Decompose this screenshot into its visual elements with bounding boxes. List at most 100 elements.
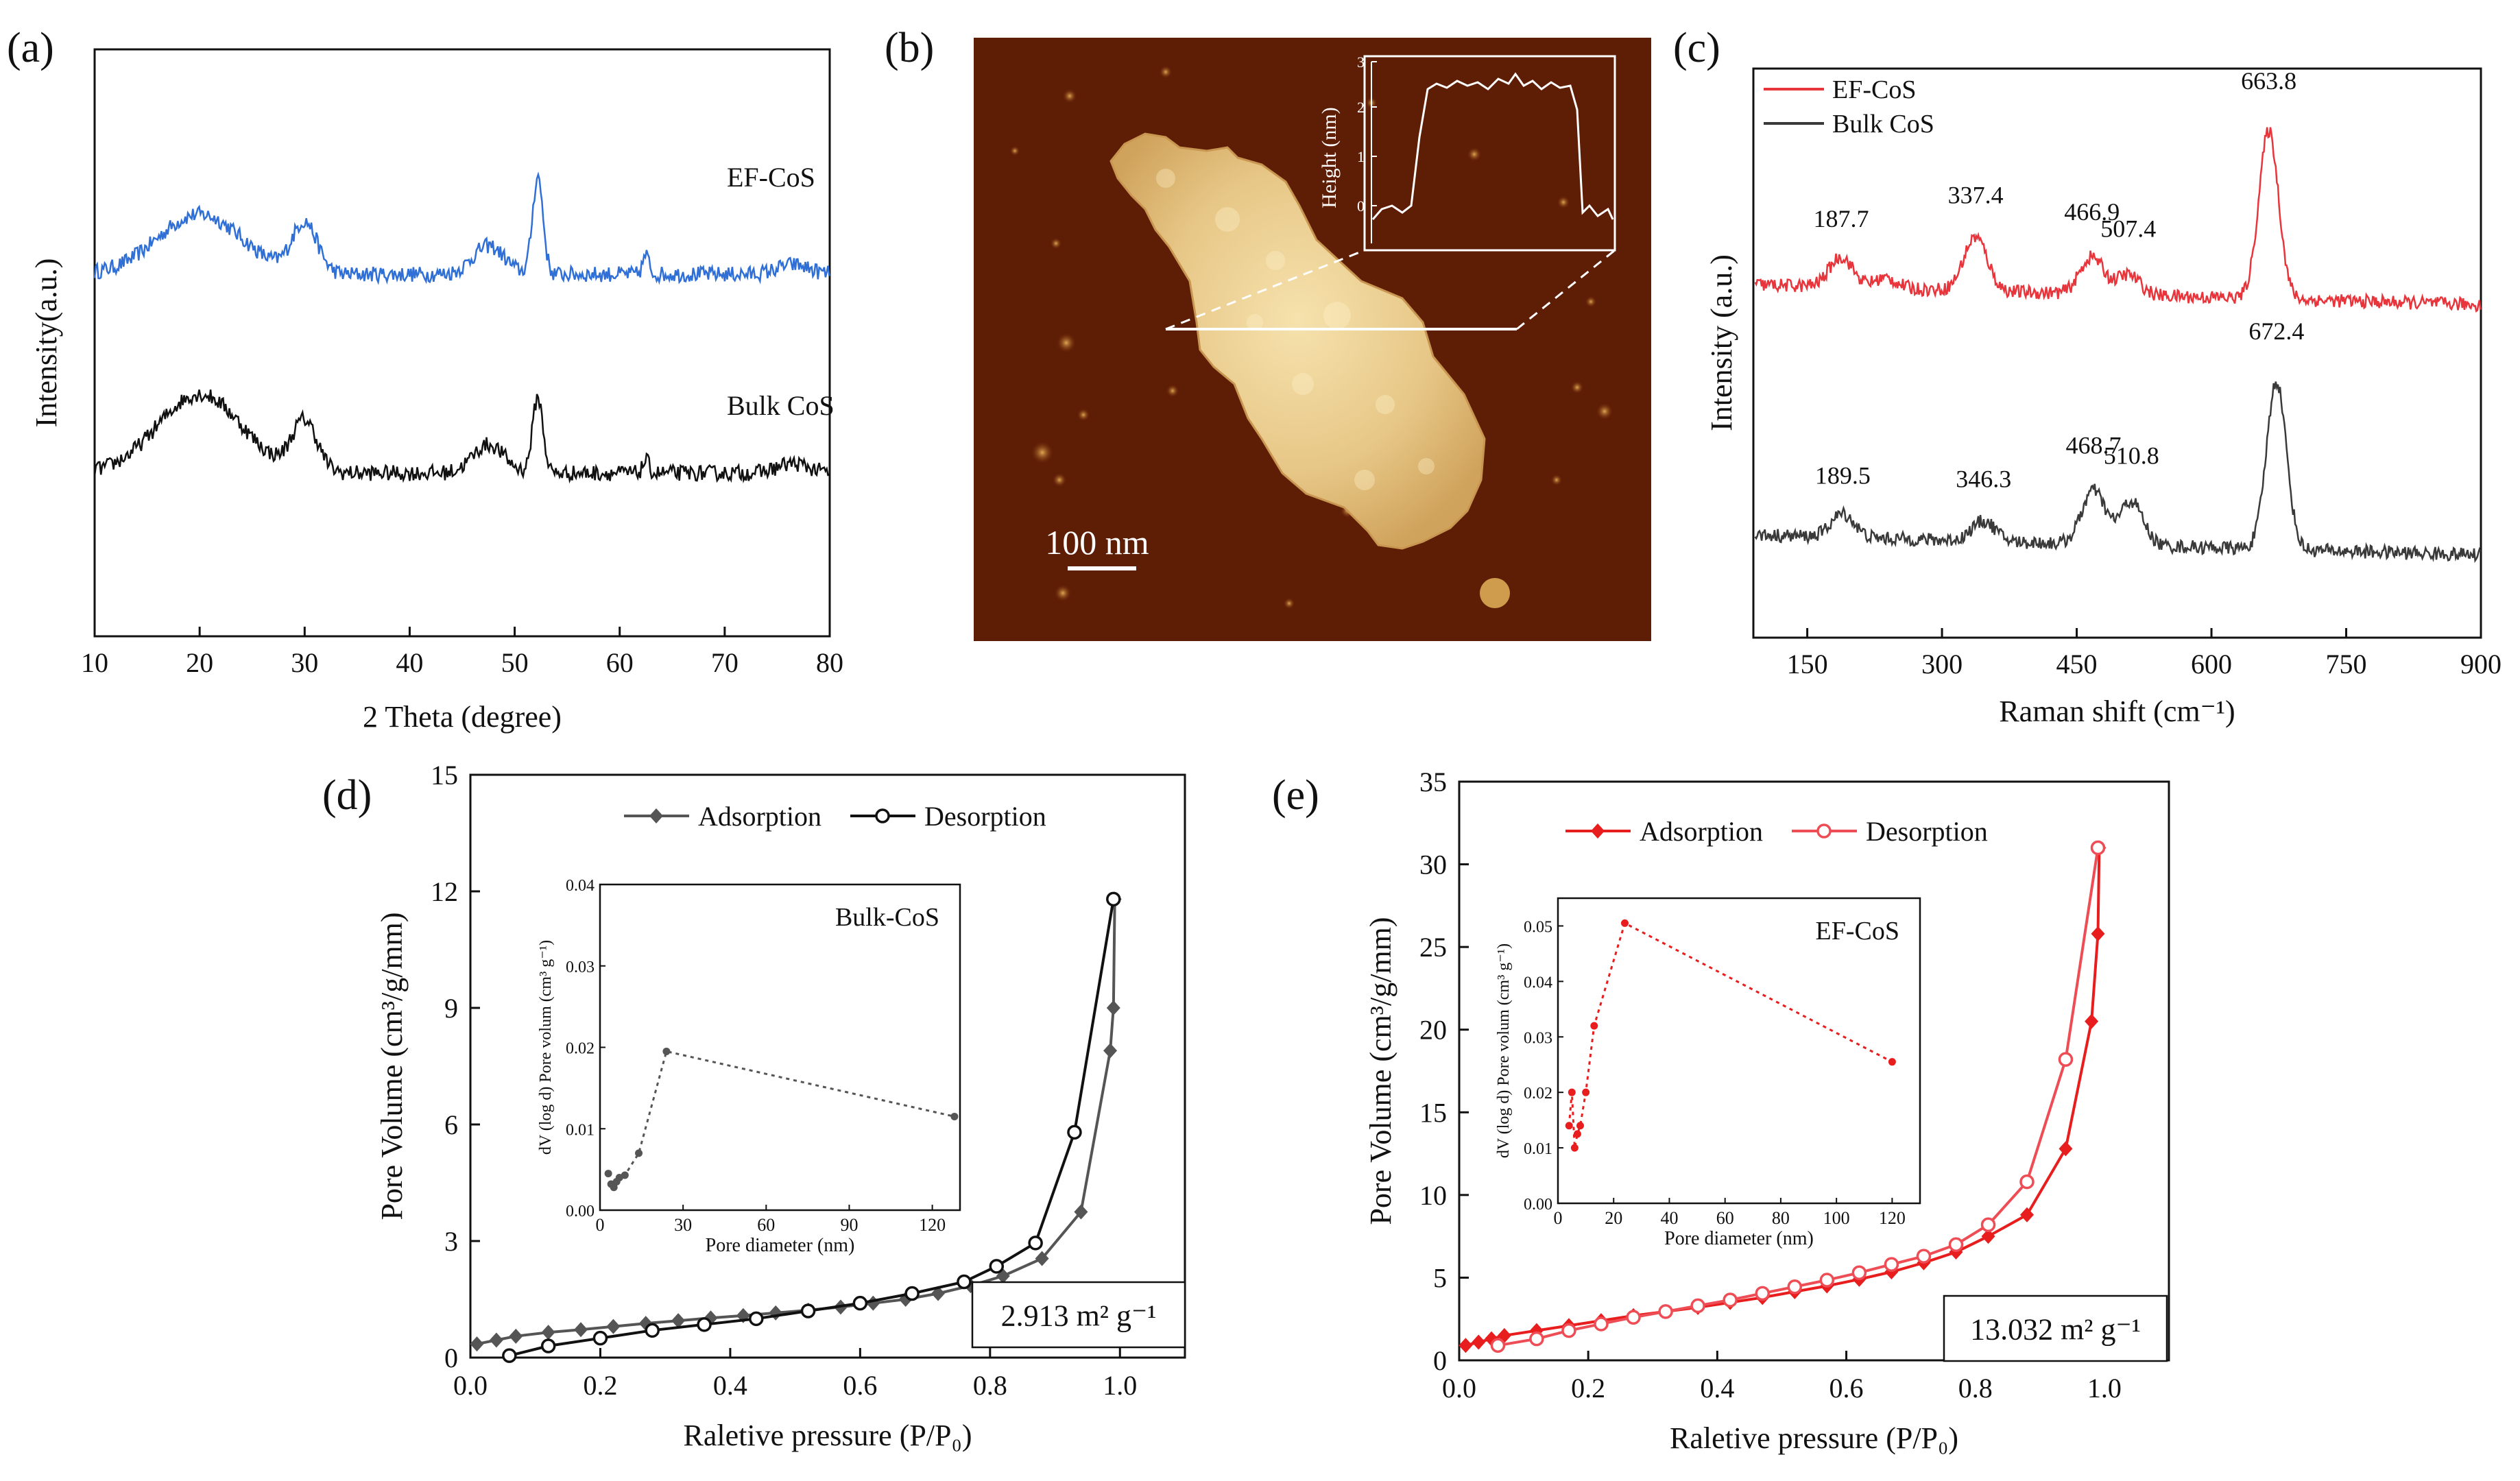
peak-label: 672.4 (2248, 317, 2304, 345)
peak-label: 510.8 (2104, 442, 2159, 469)
legend-label: EF-CoS (1832, 75, 1916, 104)
x-axis-label: Raman shift (cm⁻¹) (1999, 695, 2235, 728)
y-axis-label: Pore Volume (cm³/g/mm) (1364, 917, 1397, 1225)
inset-x-tick-label: 120 (1879, 1208, 1906, 1228)
inset-point (1888, 1058, 1896, 1066)
peak-label: 337.4 (1948, 182, 2004, 209)
y-axis-label: Pore Volume (cm³/g/mm) (375, 912, 409, 1220)
axes-frame (469, 773, 1186, 1359)
inset-point (662, 1047, 671, 1055)
desorption-point (697, 1317, 712, 1332)
inset-point (610, 1183, 618, 1192)
inset-y-tick-label: 0.04 (566, 877, 595, 895)
desorption-point (1106, 891, 1121, 907)
x-tick-label: 1.0 (2087, 1373, 2122, 1404)
inset-point (1576, 1122, 1584, 1130)
inset-y-tick-label: 0.01 (1524, 1140, 1552, 1158)
y-tick-label: 5 (1433, 1262, 1447, 1293)
peak-label: 468.7 (2066, 432, 2122, 459)
x-tick-label: 150 (1787, 649, 1828, 679)
x-tick-label: 0.4 (1700, 1373, 1734, 1404)
x-tick-label: 10 (81, 647, 108, 678)
panel-c-label: (c) (1673, 25, 1720, 71)
afm-inset-tick-label: 0 (1357, 197, 1365, 215)
desorption-point (1028, 1236, 1043, 1251)
bet-value: 13.032 m² g⁻¹ (1970, 1313, 2141, 1347)
panel-e: (e) 0.0 0.2 0.4 0.6 0.8 1.0 0 5 10 15 20 25 30 35 Ralet… (1272, 767, 2170, 1455)
legend-label: Adsorption (1640, 816, 1763, 847)
desorption-point (1755, 1286, 1770, 1301)
inset-y-tick-label: 0.03 (566, 959, 595, 976)
inset-y-tick-label: 0.04 (1524, 974, 1552, 991)
inset-point (604, 1170, 612, 1178)
adsorption-point (1459, 1338, 1473, 1353)
inset-x-tick-label: 60 (757, 1215, 775, 1235)
desorption-point (540, 1338, 556, 1353)
inset-y-tick-label: 0.00 (566, 1203, 595, 1220)
bet-value: 2.913 m² g⁻¹ (1001, 1299, 1157, 1333)
flake-texture (1156, 169, 1435, 490)
y-tick-label: 30 (1419, 850, 1447, 880)
panel-a: (a) 10 20 30 40 50 60 70 80 2 Theta (degree) Inten… (7, 25, 843, 734)
inset-frame (1557, 897, 1921, 1205)
peak-label: 189.5 (1815, 462, 1871, 490)
bet-box (1943, 1295, 2168, 1362)
axes-frame (1458, 780, 2170, 1362)
x-tick-label: 30 (291, 647, 318, 678)
desorption-point (1067, 1124, 1082, 1140)
x-tick-label: 80 (816, 647, 843, 678)
afm-inset-ticks: 0 1 2 3 (1357, 53, 1377, 215)
inset-y-tick-label: 0.01 (566, 1121, 595, 1139)
inset-y-tick-label: 0.02 (1524, 1085, 1552, 1103)
cos-nanosheet-flake (1109, 132, 1486, 550)
peak-label: 466.9 (2064, 198, 2120, 226)
y-tick-label: 35 (1419, 767, 1447, 797)
series-bulk-cos (1754, 381, 2482, 564)
inset-y-label: dV (log d) Pore volum (cm³ g⁻¹) (1495, 943, 1513, 1158)
desorption-point (1490, 1338, 1506, 1353)
inset-point (1568, 1088, 1576, 1096)
desorption-point (1980, 1217, 1996, 1233)
inset-x-tick-label: 60 (1716, 1208, 1734, 1228)
axes-frame (1752, 67, 2482, 639)
inset-frame (599, 883, 961, 1212)
y-tick-label: 9 (444, 993, 458, 1024)
panel-b: (b) (885, 25, 1651, 641)
x-axis-label: Raletive pressure (P/P₀) (683, 1419, 972, 1452)
inset-x-tick-label: 0 (596, 1215, 605, 1235)
bet-box (971, 1281, 1186, 1349)
desorption-point (1819, 1273, 1835, 1288)
desorption-point (749, 1311, 764, 1327)
desorption-point (1529, 1331, 1544, 1347)
x-tick-label: 0.2 (583, 1370, 617, 1401)
inset-point (1582, 1088, 1590, 1096)
y-tick-label: 6 (444, 1109, 458, 1140)
inset-x-tick-label: 120 (919, 1215, 946, 1235)
desorption-point (2058, 1052, 2074, 1067)
x-tick-label: 750 (2326, 649, 2367, 679)
desorption-point (2019, 1174, 2035, 1190)
desorption-point (989, 1259, 1005, 1274)
adsorption-point (1472, 1334, 1486, 1350)
afm-inset-tick-label: 2 (1357, 99, 1365, 116)
panel-d: (d) 0.0 0.2 0.4 0.6 0.8 1.0 0 3 6 9 12 15 Raletive pr… (322, 760, 1186, 1452)
legend-marker (1591, 823, 1605, 839)
y-tick-label: 0 (1433, 1345, 1447, 1376)
desorption-point (1787, 1279, 1803, 1295)
peak-label: 663.8 (2241, 67, 2296, 95)
panel-b-label: (b) (885, 25, 934, 71)
desorption-point (2090, 840, 2106, 856)
adsorption-point (489, 1332, 503, 1348)
axes-frame (93, 48, 831, 638)
adsorption-point (2059, 1141, 2073, 1157)
inset-point (621, 1171, 629, 1179)
desorption-point (1658, 1304, 1673, 1319)
x-tick-label: 60 (606, 647, 634, 678)
zoom-line-right (1516, 249, 1616, 330)
y-tick-label: 15 (1419, 1097, 1447, 1128)
inset-y-label: dV (log d) Pore volum (cm³ g⁻¹) (537, 940, 555, 1155)
inset-x-tick-label: 20 (1605, 1208, 1622, 1228)
x-tick-label: 0.0 (1442, 1373, 1476, 1404)
desorption-point (1723, 1292, 1738, 1308)
desorption-point (1884, 1257, 1899, 1272)
